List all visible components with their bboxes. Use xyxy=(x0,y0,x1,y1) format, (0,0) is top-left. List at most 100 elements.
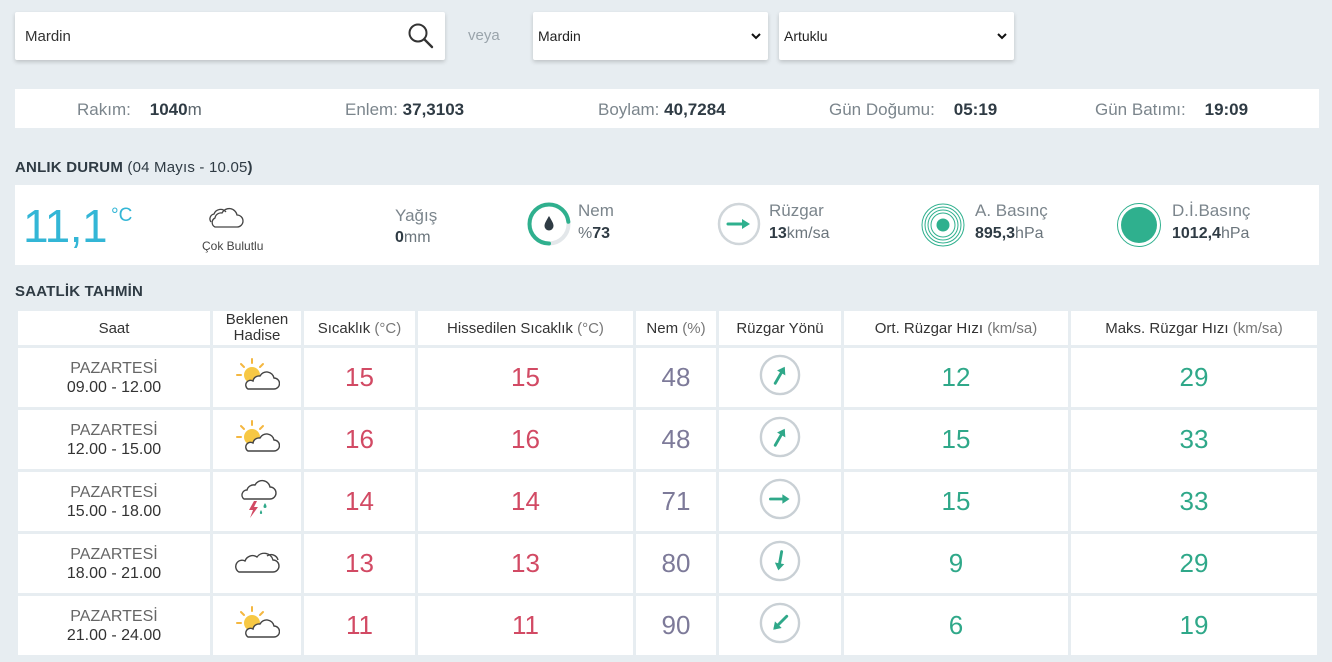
max-wind-value: 33 xyxy=(1179,486,1209,516)
current-temperature: 11,1 xyxy=(23,200,108,252)
time-cell: PAZARTESİ 12.00 - 15.00 xyxy=(18,410,210,469)
weather-icon-cell xyxy=(213,348,301,407)
max-wind-value: 33 xyxy=(1179,424,1209,454)
condition-text: Çok Bulutlu xyxy=(202,239,264,253)
wind-arrow-east-icon xyxy=(717,202,761,246)
current-conditions-title: ANLIK DURUM (04 Mayıs - 10.05) xyxy=(15,159,253,176)
wind-value: 13km/sa xyxy=(769,225,830,242)
precip-label: Yağış xyxy=(395,206,438,225)
max-wind-cell: 29 xyxy=(1071,348,1317,407)
avg-wind-cell: 9 xyxy=(844,534,1068,593)
wind-direction-cell xyxy=(719,596,841,655)
temperature-value: 16 xyxy=(345,424,374,454)
wind-direction-cell xyxy=(719,472,841,531)
latitude: Enlem: 37,3103 xyxy=(345,100,465,119)
sunrise: Gün Doğumu: 05:19 xyxy=(829,100,998,119)
pressure-rings-icon xyxy=(921,203,965,247)
sea-pressure-label: D.İ.Basınç xyxy=(1172,201,1251,220)
humidity-value: 71 xyxy=(661,486,691,516)
city-select-value: Mardin xyxy=(538,28,581,44)
or-label: veya xyxy=(468,27,500,44)
humidity-value: %73 xyxy=(578,225,611,242)
longitude: Boylam: 40,7284 xyxy=(598,100,726,119)
wind-direction-cell xyxy=(719,534,841,593)
table-header-row: Saat Beklenen Hadise Sıcaklık (°C) Hissed… xyxy=(18,311,1317,345)
time-range: 12.00 - 15.00 xyxy=(66,440,162,458)
humidity-value: 48 xyxy=(661,424,691,454)
partly-sunny-icon xyxy=(234,358,280,397)
arrow-northeast-icon xyxy=(759,416,801,462)
weather-icon-cell xyxy=(213,534,301,593)
humidity-value: 90 xyxy=(661,610,691,640)
temperature-cell: 11 xyxy=(304,596,415,655)
col-saat: Saat xyxy=(18,311,210,345)
day-label: PAZARTESİ xyxy=(70,545,158,563)
table-row: PAZARTESİ 18.00 - 21.00 13 13 80 9 29 xyxy=(18,534,1317,593)
sea-pressure-icon xyxy=(1117,203,1161,247)
district-select-value: Artuklu xyxy=(784,28,828,44)
humidity-value: 80 xyxy=(661,548,691,578)
temperature-value: 11 xyxy=(346,610,373,640)
col-ort-ruzgar: Ort. Rüzgar Hızı (km/sa) xyxy=(844,311,1068,345)
max-wind-cell: 29 xyxy=(1071,534,1317,593)
arrow-southwest-icon xyxy=(759,602,801,648)
feels-like-cell: 11 xyxy=(418,596,633,655)
time-cell: PAZARTESİ 18.00 - 21.00 xyxy=(18,534,210,593)
precip-value: 0mm xyxy=(395,229,431,246)
feels-like-cell: 13 xyxy=(418,534,633,593)
temperature-cell: 13 xyxy=(304,534,415,593)
avg-wind-value: 15 xyxy=(941,486,971,516)
district-select[interactable]: Artuklu xyxy=(779,12,1014,60)
sunset: Gün Batımı: 19:09 xyxy=(1095,100,1249,119)
table-row: PAZARTESİ 09.00 - 12.00 15 15 48 12 29 xyxy=(18,348,1317,407)
temperature-cell: 14 xyxy=(304,472,415,531)
pressure-value: 895,3hPa xyxy=(975,225,1044,242)
avg-wind-cell: 15 xyxy=(844,472,1068,531)
chevron-down-icon xyxy=(751,33,761,40)
max-wind-cell: 19 xyxy=(1071,596,1317,655)
day-label: PAZARTESİ xyxy=(70,359,158,377)
day-label: PAZARTESİ xyxy=(70,607,158,625)
temperature-value: 15 xyxy=(345,362,374,392)
time-cell: PAZARTESİ 09.00 - 12.00 xyxy=(18,348,210,407)
feels-like-value: 16 xyxy=(511,424,540,454)
feels-like-value: 13 xyxy=(511,548,540,578)
avg-wind-value: 9 xyxy=(948,548,964,578)
temperature-cell: 15 xyxy=(304,348,415,407)
max-wind-cell: 33 xyxy=(1071,472,1317,531)
time-cell: PAZARTESİ 15.00 - 18.00 xyxy=(18,472,210,531)
humidity-gauge-icon xyxy=(527,202,571,246)
partly-sunny-icon xyxy=(234,606,280,645)
pressure-label: A. Basınç xyxy=(975,201,1048,220)
time-range: 18.00 - 21.00 xyxy=(66,564,162,582)
table-row: PAZARTESİ 12.00 - 15.00 16 16 48 15 33 xyxy=(18,410,1317,469)
altitude: Rakım: 1040m xyxy=(77,100,202,119)
search-input[interactable] xyxy=(15,12,395,60)
col-sicaklik: Sıcaklık (°C) xyxy=(304,311,415,345)
humidity-cell: 48 xyxy=(636,410,716,469)
city-select[interactable]: Mardin xyxy=(533,12,768,60)
search-box xyxy=(15,12,445,60)
max-wind-value: 19 xyxy=(1179,610,1209,640)
col-hadise: Beklenen Hadise xyxy=(213,311,301,345)
feels-like-cell: 16 xyxy=(418,410,633,469)
search-icon[interactable] xyxy=(407,22,435,50)
temperature-value: 13 xyxy=(345,548,374,578)
location-info-bar: Rakım: 1040m Enlem: 37,3103 Boylam: 40,7… xyxy=(15,89,1319,128)
avg-wind-value: 6 xyxy=(948,610,964,640)
table-row: PAZARTESİ 15.00 - 18.00 14 14 71 15 33 xyxy=(18,472,1317,531)
avg-wind-cell: 6 xyxy=(844,596,1068,655)
weather-icon-cell xyxy=(213,596,301,655)
time-range: 21.00 - 24.00 xyxy=(66,626,162,644)
humidity-label: Nem xyxy=(578,201,614,220)
avg-wind-cell: 12 xyxy=(844,348,1068,407)
avg-wind-value: 12 xyxy=(941,362,971,392)
humidity-cell: 80 xyxy=(636,534,716,593)
weather-icon-cell xyxy=(213,410,301,469)
arrow-south-icon xyxy=(759,540,801,586)
feels-like-value: 14 xyxy=(511,486,540,516)
time-range: 09.00 - 12.00 xyxy=(66,378,162,396)
feels-like-cell: 14 xyxy=(418,472,633,531)
weather-icon-cell xyxy=(213,472,301,531)
col-hissedilen: Hissedilen Sıcaklık (°C) xyxy=(418,311,633,345)
